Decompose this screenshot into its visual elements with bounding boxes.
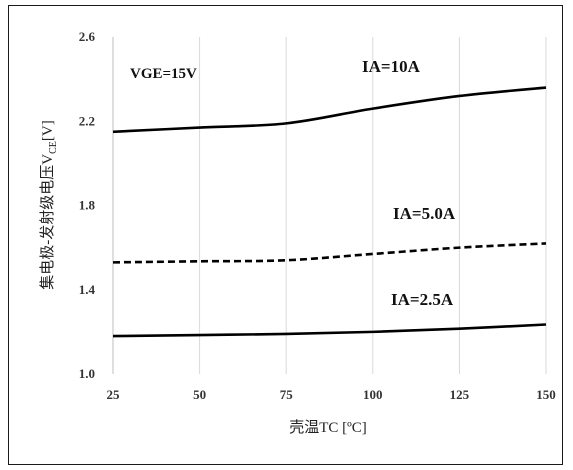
y-tick-label: 1.0 <box>79 366 95 381</box>
y-axis-title-subscript: CE <box>48 141 59 154</box>
y-tick-labels: 1.0 1.4 1.8 2.2 2.6 <box>79 29 96 381</box>
x-tick-label: 25 <box>107 387 121 402</box>
y-tick-label: 1.8 <box>79 198 96 213</box>
x-tick-label: 100 <box>363 387 383 402</box>
chart-frame <box>8 5 563 465</box>
x-tick-label: 75 <box>280 387 294 402</box>
x-axis-title: 壳温TC [ºC] <box>289 419 367 436</box>
annotation-ia-5a: IA=5.0A <box>393 204 456 223</box>
y-axis-title-main: 集电极-发射级电压V <box>39 154 56 290</box>
y-axis-title-unit: [V] <box>40 120 56 141</box>
y-tick-label: 2.6 <box>79 29 96 44</box>
annotation-ia-10a: IA=10A <box>362 57 421 76</box>
x-tick-label: 125 <box>450 387 470 402</box>
x-tick-label: 150 <box>536 387 556 402</box>
series-line-2 <box>112 242 547 264</box>
x-tick-labels: 25 50 75 100 125 150 <box>107 387 556 402</box>
series-lines <box>112 86 547 338</box>
y-tick-label: 2.2 <box>79 113 95 128</box>
annotation-ia-2-5a: IA=2.5A <box>391 290 454 309</box>
grid-lines <box>199 37 547 374</box>
series-line-3 <box>112 323 547 338</box>
annotation-vge: VGE=15V <box>130 66 197 82</box>
y-tick-label: 1.4 <box>79 282 96 297</box>
y-axis-title: 集电极-发射级电压VCE[V] <box>39 120 59 289</box>
series-line-1 <box>112 86 547 134</box>
x-tick-label: 50 <box>193 387 206 402</box>
